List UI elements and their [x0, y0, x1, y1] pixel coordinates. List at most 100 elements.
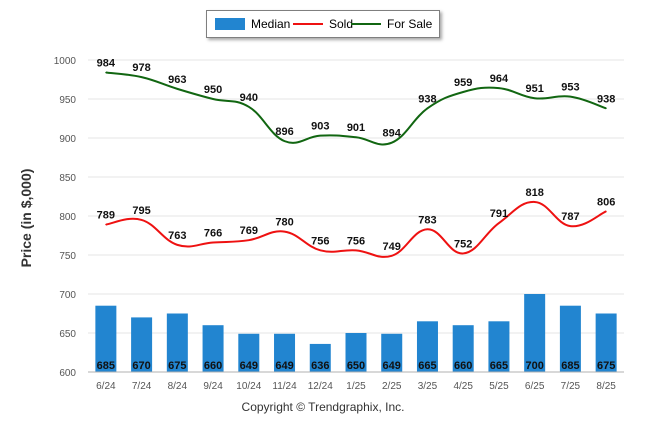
data-label-median: 685 — [97, 360, 115, 372]
x-tick-label: 8/24 — [168, 381, 188, 392]
x-tick-label: 12/24 — [308, 381, 333, 392]
data-label-median: 675 — [597, 360, 615, 372]
x-tick-label: 9/24 — [203, 381, 223, 392]
data-label-median: 650 — [347, 360, 365, 372]
y-tick-label: 900 — [59, 134, 76, 145]
data-label-for-sale: 896 — [275, 126, 293, 138]
data-label-median: 675 — [168, 360, 186, 372]
point-sold — [534, 201, 536, 203]
data-label-median: 649 — [240, 360, 258, 372]
data-label-sold: 783 — [418, 214, 436, 226]
point-sold — [176, 244, 178, 246]
point-for-sale — [534, 97, 536, 99]
y-axis-title: Price (in $,000) — [18, 168, 34, 268]
point-for-sale — [176, 88, 178, 90]
point-sold — [141, 219, 143, 221]
data-label-median: 636 — [311, 360, 329, 372]
point-sold — [462, 252, 464, 255]
x-tick-label: 4/25 — [453, 381, 473, 392]
data-label-sold: 780 — [275, 217, 293, 229]
data-label-for-sale: 901 — [347, 122, 365, 134]
point-for-sale — [426, 107, 429, 109]
bar-median — [238, 333, 260, 372]
data-label-median: 685 — [561, 360, 579, 372]
point-sold — [498, 222, 500, 224]
y-tick-label: 700 — [59, 290, 76, 301]
bar-median — [595, 313, 617, 372]
data-label-sold: 789 — [97, 210, 115, 222]
data-label-for-sale: 951 — [525, 83, 543, 95]
y-tick-label: 650 — [59, 329, 76, 340]
y-tick-label: 600 — [59, 368, 76, 379]
y-tick-label: 800 — [59, 212, 76, 223]
legend-label-for-sale: For Sale — [387, 17, 433, 31]
legend-swatch-median — [215, 18, 245, 30]
point-sold — [569, 225, 572, 227]
point-for-sale — [283, 140, 286, 142]
data-label-median: 649 — [275, 360, 293, 372]
data-label-for-sale: 963 — [168, 74, 186, 86]
legend-item-sold: Sold — [293, 11, 353, 37]
bar-median — [381, 333, 403, 372]
point-sold — [319, 249, 321, 251]
x-tick-label: 7/24 — [132, 381, 152, 392]
point-sold — [391, 255, 393, 257]
x-tick-label: 11/24 — [272, 381, 297, 392]
data-label-sold: 763 — [168, 230, 186, 242]
data-label-median: 665 — [490, 360, 508, 372]
x-tick-label: 8/25 — [596, 381, 616, 392]
bar-median — [416, 321, 438, 372]
point-for-sale — [319, 135, 321, 137]
point-for-sale — [212, 98, 214, 100]
x-tick-label: 6/25 — [525, 381, 545, 392]
x-tick-label: 7/25 — [561, 381, 581, 392]
bar-median — [345, 333, 367, 372]
point-for-sale — [105, 71, 107, 74]
point-sold — [212, 241, 214, 244]
legend-swatch-sold — [293, 23, 323, 25]
point-for-sale — [462, 91, 464, 93]
point-sold — [248, 239, 250, 241]
bar-median — [488, 321, 510, 372]
data-label-for-sale: 940 — [240, 92, 258, 104]
data-label-for-sale: 964 — [490, 73, 509, 85]
x-tick-label: 5/25 — [489, 381, 509, 392]
point-for-sale — [141, 76, 143, 78]
bar-median — [95, 305, 117, 372]
legend-swatch-for-sale — [351, 23, 381, 25]
data-label-median: 670 — [132, 360, 150, 372]
data-label-sold: 787 — [561, 211, 579, 223]
legend-item-median: Median — [215, 11, 290, 37]
bar-median — [131, 317, 153, 372]
data-label-sold: 756 — [311, 235, 329, 247]
data-label-for-sale: 903 — [311, 121, 329, 133]
point-for-sale — [569, 96, 572, 98]
legend-item-for-sale: For Sale — [351, 11, 432, 37]
x-tick-label: 6/24 — [96, 381, 116, 392]
data-label-median: 665 — [418, 360, 436, 372]
data-label-for-sale: 984 — [97, 57, 116, 69]
data-label-for-sale: 938 — [597, 93, 615, 105]
data-label-sold: 818 — [525, 187, 543, 199]
x-tick-label: 3/25 — [418, 381, 438, 392]
data-label-median: 660 — [454, 360, 472, 372]
x-tick-label: 2/25 — [382, 381, 402, 392]
data-label-for-sale: 959 — [454, 77, 472, 89]
point-sold — [105, 223, 107, 226]
data-label-for-sale: 938 — [418, 93, 436, 105]
copyright-text: Copyright © Trendgraphix, Inc. — [241, 400, 405, 414]
point-for-sale — [605, 107, 607, 109]
point-sold — [283, 231, 286, 233]
point-for-sale — [248, 106, 250, 108]
bar-median — [559, 305, 581, 372]
point-sold — [426, 228, 429, 230]
bar-median — [274, 333, 296, 372]
y-tick-label: 1000 — [54, 56, 77, 67]
data-label-median: 700 — [525, 360, 543, 372]
data-label-for-sale: 953 — [561, 82, 579, 94]
bar-median — [452, 325, 474, 372]
data-label-for-sale: 894 — [383, 128, 402, 140]
data-label-sold: 806 — [597, 196, 615, 208]
data-label-for-sale: 978 — [132, 62, 150, 74]
